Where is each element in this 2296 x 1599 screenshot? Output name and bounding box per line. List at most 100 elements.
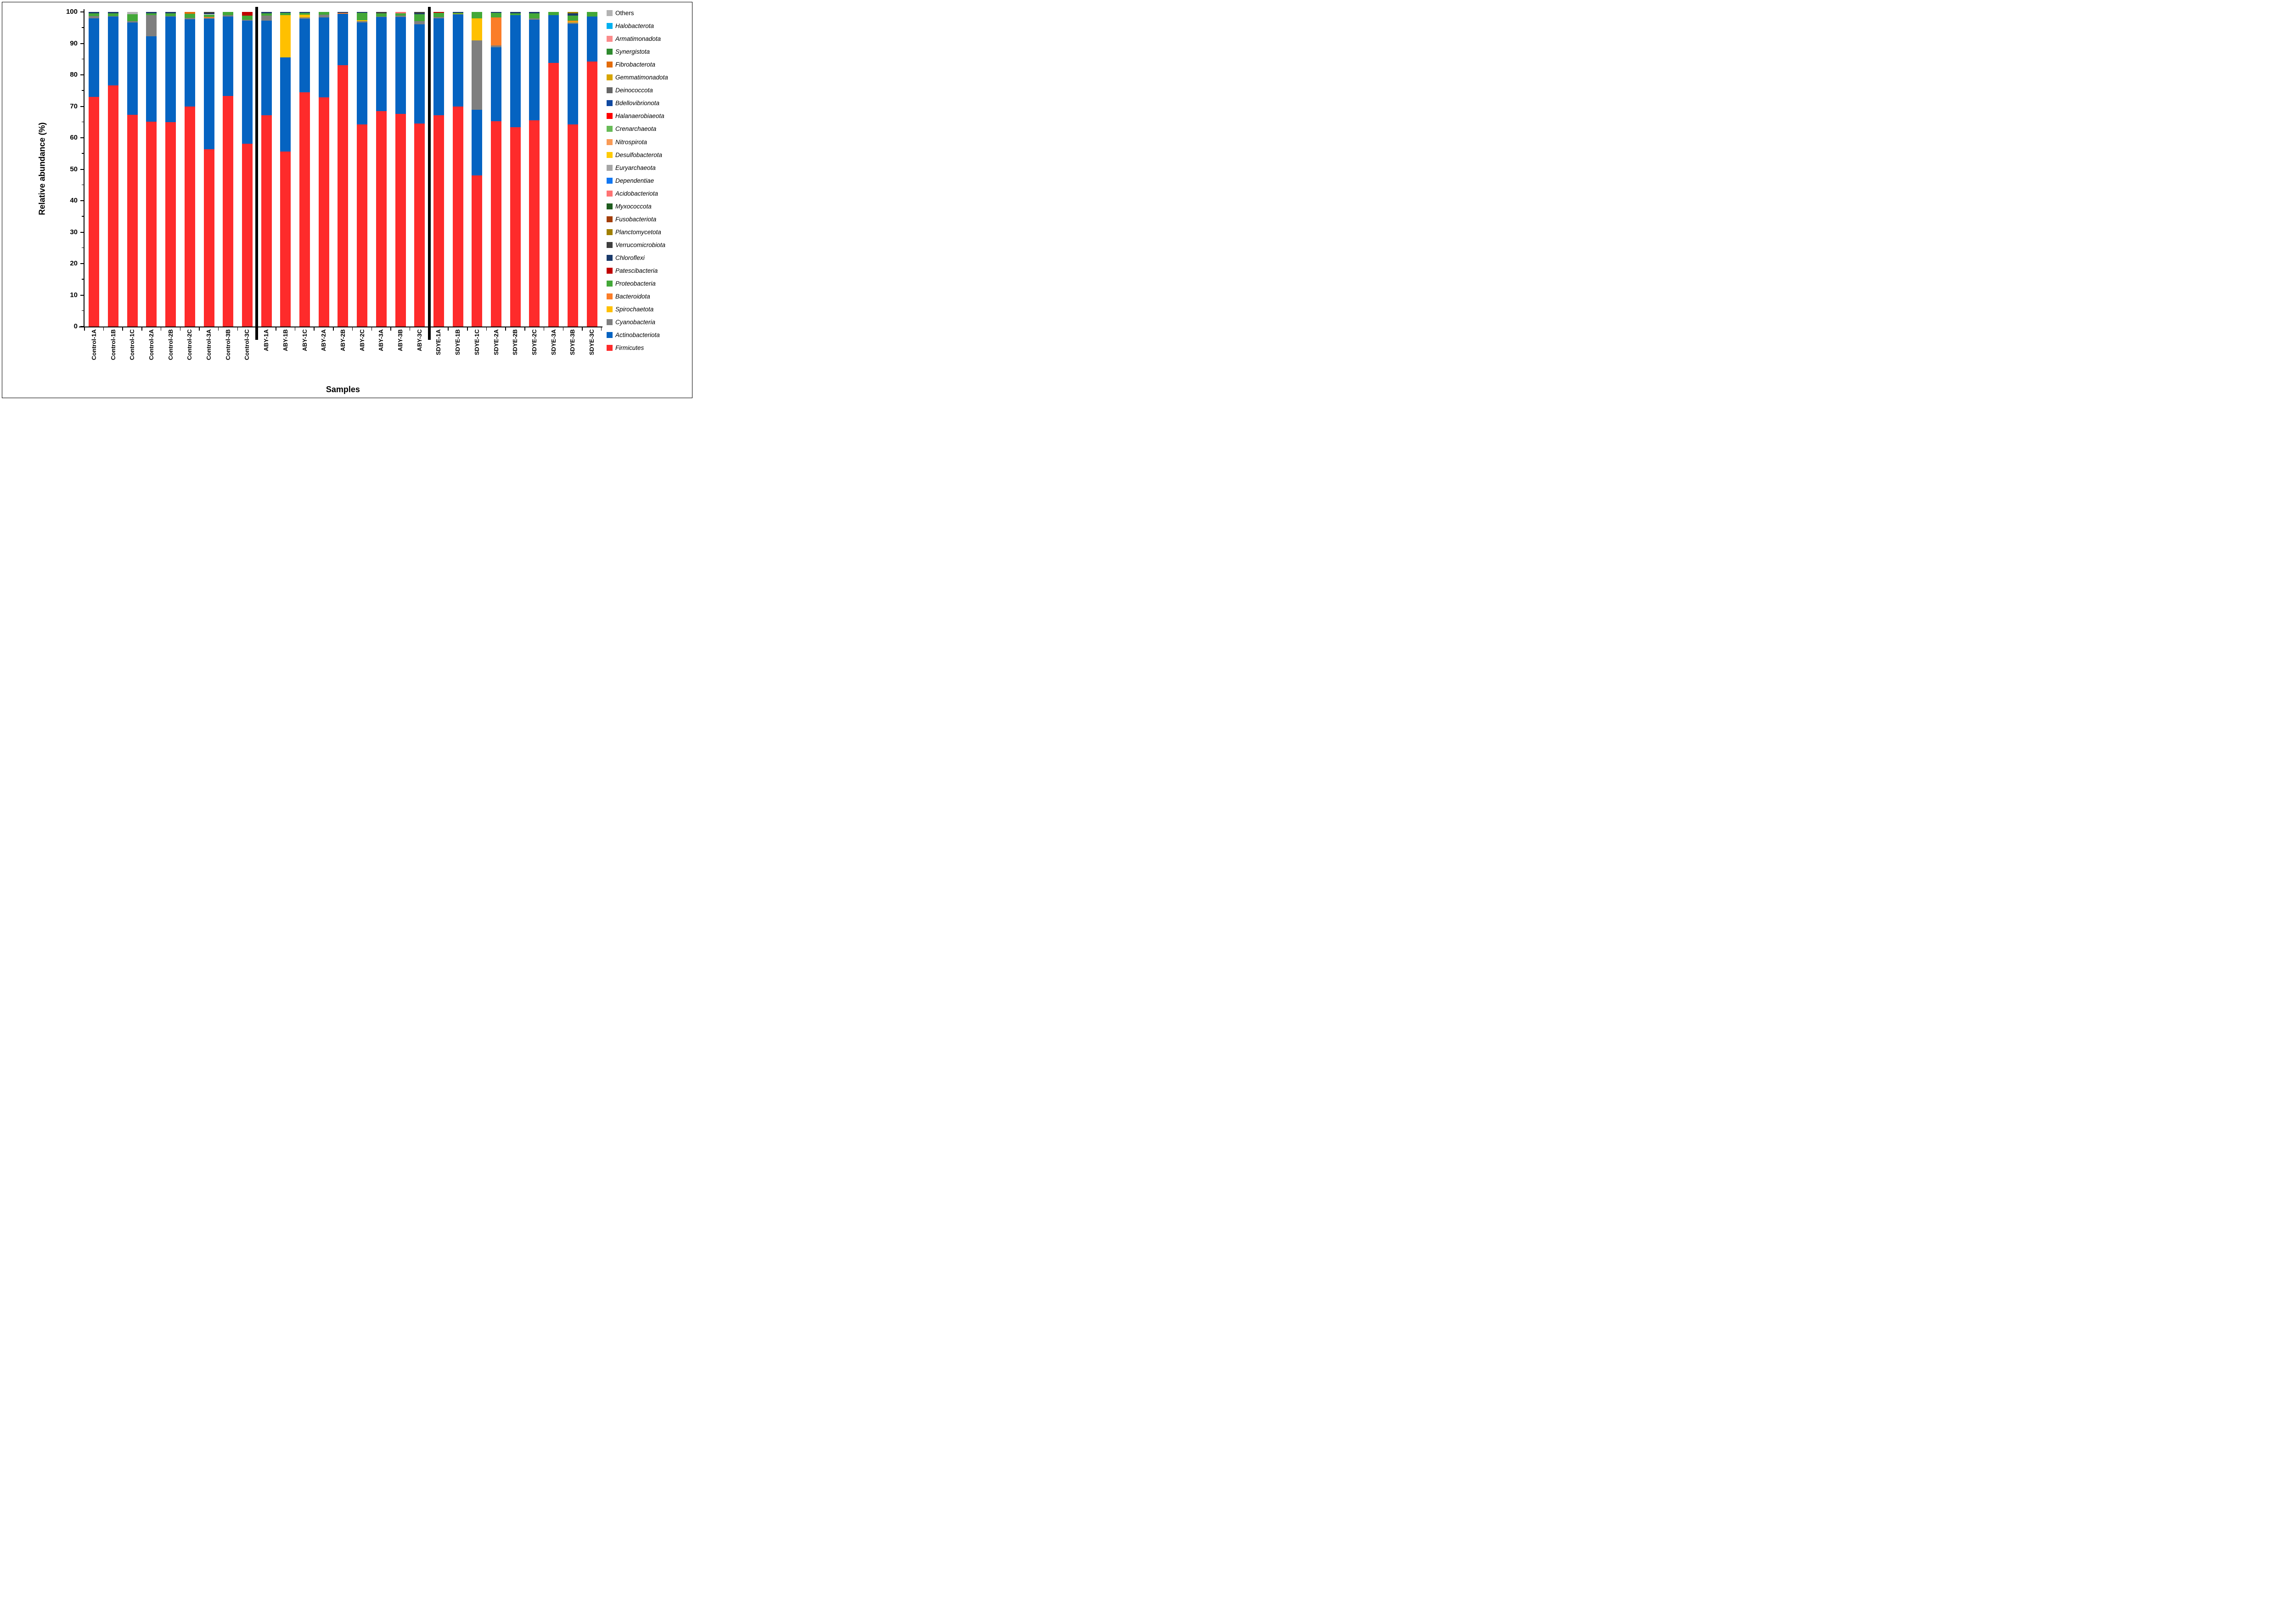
segment-actinobacteriota[interactable] xyxy=(223,17,234,96)
bar-Control-1A[interactable] xyxy=(89,12,100,327)
segment-cyanobacteria[interactable] xyxy=(108,16,119,17)
bar-SDYE-2A[interactable] xyxy=(491,12,502,327)
legend-item-verrucomicrobiota[interactable]: Verrucomicrobiota xyxy=(607,242,689,248)
legend-item-crenarchaeota[interactable]: Crenarchaeota xyxy=(607,125,689,132)
segment-cyanobacteria[interactable] xyxy=(165,16,176,17)
segment-verrucomicrobiota[interactable] xyxy=(203,12,214,14)
segment-chloroflexi[interactable] xyxy=(567,13,578,16)
bar-ABY-1A[interactable] xyxy=(261,12,272,327)
segment-chloroflexi[interactable] xyxy=(299,12,310,13)
segment-actinobacteriota[interactable] xyxy=(146,36,157,122)
segment-actinobacteriota[interactable] xyxy=(89,18,100,97)
segment-cyanobacteria[interactable] xyxy=(203,18,214,19)
segment-chloroflexi[interactable] xyxy=(510,12,521,13)
segment-cyanobacteria[interactable] xyxy=(184,18,195,19)
bar-ABY-2B[interactable] xyxy=(338,12,349,327)
segment-cyanobacteria[interactable] xyxy=(299,17,310,19)
segment-chloroflexi[interactable] xyxy=(491,12,502,13)
segment-firmicutes[interactable] xyxy=(452,107,463,327)
legend-item-desulfobacterota[interactable]: Desulfobacterota xyxy=(607,152,689,158)
legend-item-cyanobacteria[interactable]: Cyanobacteria xyxy=(607,319,689,326)
bar-ABY-3C[interactable] xyxy=(414,12,425,327)
segment-patescibacteria[interactable] xyxy=(433,12,444,13)
segment-firmicutes[interactable] xyxy=(529,120,540,327)
segment-cyanobacteria[interactable] xyxy=(414,21,425,24)
segment-chloroflexi[interactable] xyxy=(280,12,291,13)
segment-actinobacteriota[interactable] xyxy=(433,18,444,115)
segment-actinobacteriota[interactable] xyxy=(376,17,387,111)
segment-actinobacteriota[interactable] xyxy=(491,47,502,121)
segment-actinobacteriota[interactable] xyxy=(567,24,578,124)
legend-item-deinococcota[interactable]: Deinococcota xyxy=(607,87,689,94)
bar-Control-2B[interactable] xyxy=(165,12,176,327)
bar-Control-3A[interactable] xyxy=(203,12,214,327)
legend-item-chloroflexi[interactable]: Chloroflexi xyxy=(607,254,689,261)
segment-proteobacteria[interactable] xyxy=(586,12,597,17)
segment-cyanobacteria[interactable] xyxy=(433,17,444,19)
segment-firmicutes[interactable] xyxy=(223,96,234,327)
segment-actinobacteriota[interactable] xyxy=(108,17,119,85)
segment-firmicutes[interactable] xyxy=(567,124,578,327)
segment-cyanobacteria[interactable] xyxy=(529,18,540,20)
segment-actinobacteriota[interactable] xyxy=(318,17,329,98)
segment-firmicutes[interactable] xyxy=(280,152,291,327)
segment-actinobacteriota[interactable] xyxy=(127,22,138,115)
segment-actinobacteriota[interactable] xyxy=(472,110,483,175)
segment-firmicutes[interactable] xyxy=(586,61,597,327)
legend-item-fusobacteriota[interactable]: Fusobacteriota xyxy=(607,216,689,223)
bar-SDYE-1B[interactable] xyxy=(452,12,463,327)
segment-firmicutes[interactable] xyxy=(318,97,329,327)
segment-firmicutes[interactable] xyxy=(127,115,138,327)
segment-bacteroidota[interactable] xyxy=(491,17,502,45)
legend-item-dependentiae[interactable]: Dependentiae xyxy=(607,177,689,184)
segment-actinobacteriota[interactable] xyxy=(184,19,195,107)
segment-chloroflexi[interactable] xyxy=(203,13,214,15)
segment-firmicutes[interactable] xyxy=(433,115,444,327)
bar-ABY-3B[interactable] xyxy=(395,12,406,327)
segment-chloroflexi[interactable] xyxy=(414,13,425,14)
legend-item-planctomycetota[interactable]: Planctomycetota xyxy=(607,229,689,236)
segment-actinobacteriota[interactable] xyxy=(338,13,349,66)
segment-actinobacteriota[interactable] xyxy=(414,24,425,124)
legend-item-synergistota[interactable]: Synergistota xyxy=(607,48,689,55)
legend-item-spirochaetota[interactable]: Spirochaetota xyxy=(607,306,689,313)
segment-cyanobacteria[interactable] xyxy=(357,21,368,23)
segment-proteobacteria[interactable] xyxy=(184,14,195,18)
legend-item-patescibacteria[interactable]: Patescibacteria xyxy=(607,267,689,274)
legend-item-euryarchaeota[interactable]: Euryarchaeota xyxy=(607,164,689,171)
bar-Control-2A[interactable] xyxy=(146,12,157,327)
segment-cyanobacteria[interactable] xyxy=(261,16,272,21)
segment-firmicutes[interactable] xyxy=(89,96,100,327)
segment-firmicutes[interactable] xyxy=(108,85,119,327)
legend-item-halobacterota[interactable]: Halobacterota xyxy=(607,23,689,29)
segment-actinobacteriota[interactable] xyxy=(586,16,597,62)
segment-chloroflexi[interactable] xyxy=(165,12,176,14)
segment-firmicutes[interactable] xyxy=(184,107,195,327)
segment-firmicutes[interactable] xyxy=(146,122,157,327)
legend-item-bacteroidota[interactable]: Bacteroidota xyxy=(607,293,689,300)
segment-chloroflexi[interactable] xyxy=(108,12,119,14)
segment-actinobacteriota[interactable] xyxy=(529,20,540,121)
segment-proteobacteria[interactable] xyxy=(433,12,444,17)
segment-proteobacteria[interactable] xyxy=(529,13,540,18)
segment-spirochaetota[interactable] xyxy=(567,22,578,23)
segment-actinobacteriota[interactable] xyxy=(395,17,406,114)
segment-patescibacteria[interactable] xyxy=(242,12,253,16)
segment-acidobacteriota[interactable] xyxy=(395,12,406,14)
segment-firmicutes[interactable] xyxy=(414,123,425,327)
bar-SDYE-3B[interactable] xyxy=(567,12,578,327)
segment-bacteroidota[interactable] xyxy=(338,13,349,14)
segment-bacteroidota[interactable] xyxy=(203,17,214,18)
segment-chloroflexi[interactable] xyxy=(261,12,272,13)
segment-proteobacteria[interactable] xyxy=(165,13,176,16)
segment-actinobacteriota[interactable] xyxy=(510,15,521,127)
segment-proteobacteria[interactable] xyxy=(510,13,521,15)
legend-item-acidobacteriota[interactable]: Acidobacteriota xyxy=(607,190,689,197)
segment-proteobacteria[interactable] xyxy=(318,12,329,15)
segment-proteobacteria[interactable] xyxy=(299,13,310,15)
segment-cyanobacteria[interactable] xyxy=(89,16,100,19)
segment-spirochaetota[interactable] xyxy=(299,15,310,17)
segment-proteobacteria[interactable] xyxy=(203,14,214,17)
bar-SDYE-3C[interactable] xyxy=(586,12,597,327)
segment-firmicutes[interactable] xyxy=(548,62,559,327)
